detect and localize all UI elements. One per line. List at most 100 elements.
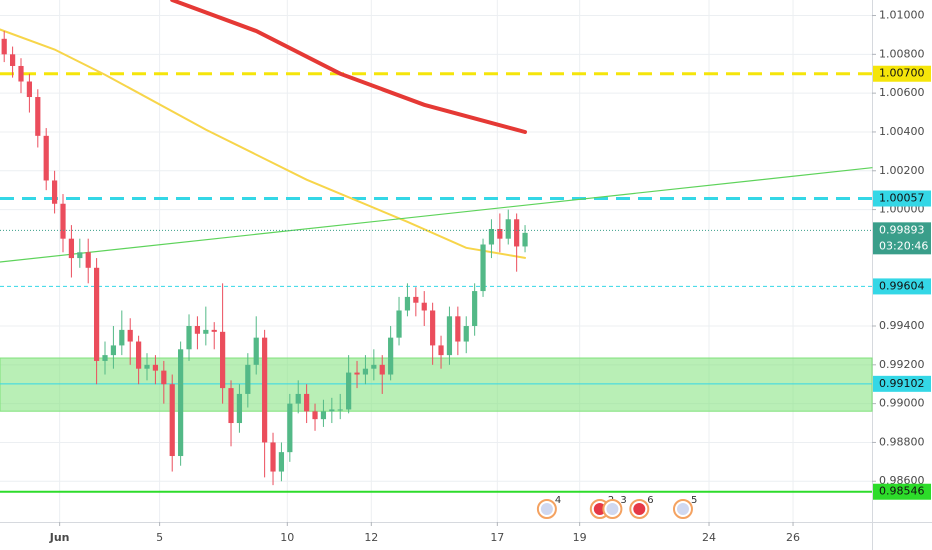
candle-body bbox=[320, 411, 327, 420]
candle-body bbox=[236, 393, 243, 424]
event-flag bbox=[606, 503, 619, 515]
candle-body bbox=[85, 252, 91, 268]
candle-body bbox=[245, 364, 251, 394]
candle-body bbox=[497, 228, 503, 239]
event-flag bbox=[676, 503, 689, 515]
candle-body bbox=[161, 370, 167, 385]
candle-body bbox=[102, 355, 108, 361]
candle-body bbox=[329, 409, 335, 412]
candle-body bbox=[194, 326, 201, 334]
candle-body bbox=[68, 238, 75, 259]
candle-body bbox=[253, 337, 259, 365]
event-count: 4 bbox=[555, 495, 561, 506]
candle-body bbox=[35, 97, 41, 136]
candle-body bbox=[379, 364, 385, 375]
candle-body bbox=[110, 345, 117, 356]
candle-body bbox=[346, 372, 352, 410]
candle-body bbox=[26, 81, 33, 98]
candle-body bbox=[396, 310, 402, 338]
candle-body bbox=[127, 329, 133, 342]
candle-body bbox=[186, 326, 192, 350]
candle-body bbox=[472, 291, 478, 327]
y-tick-label: 1.00800 bbox=[879, 47, 925, 60]
x-tick-label: 24 bbox=[702, 531, 716, 544]
countdown-label: 03:20:46 bbox=[879, 239, 928, 252]
candle-body bbox=[480, 244, 486, 292]
candle-body bbox=[52, 180, 58, 204]
event-flag bbox=[540, 503, 553, 515]
level-label-box bbox=[873, 375, 931, 392]
y-tick-label: 1.00200 bbox=[879, 164, 925, 177]
candle-body bbox=[295, 393, 301, 404]
level-label: 1.00057 bbox=[879, 192, 925, 205]
y-tick-label: 0.99200 bbox=[879, 358, 925, 371]
level-label: 0.99102 bbox=[879, 377, 925, 390]
level-label-box bbox=[873, 483, 931, 500]
candle-body bbox=[488, 228, 495, 245]
candle-body bbox=[371, 364, 377, 369]
x-tick-label: Jun bbox=[49, 531, 70, 544]
y-tick-label: 0.98800 bbox=[879, 435, 925, 448]
candle-body bbox=[388, 337, 394, 375]
candle-body bbox=[228, 388, 234, 424]
candle-body bbox=[144, 364, 150, 369]
candle-body bbox=[152, 364, 159, 371]
candle-body bbox=[169, 384, 175, 457]
x-tick-label: 17 bbox=[490, 531, 504, 544]
candle-body bbox=[43, 135, 49, 181]
candle-body bbox=[404, 296, 411, 311]
plot-area bbox=[0, 0, 873, 493]
x-tick-label: 10 bbox=[280, 531, 294, 544]
event-flag bbox=[633, 503, 646, 515]
candle-body bbox=[270, 442, 276, 472]
candle-body bbox=[337, 409, 343, 411]
candle-body bbox=[354, 372, 360, 375]
y-tick-label: 0.99000 bbox=[879, 397, 925, 410]
candle-body bbox=[421, 302, 427, 311]
candle-body bbox=[9, 54, 16, 66]
candle-body bbox=[438, 345, 444, 356]
candle-body bbox=[211, 329, 217, 332]
candle-body bbox=[362, 368, 369, 375]
candle-body bbox=[304, 393, 310, 412]
candle-body bbox=[60, 203, 66, 239]
x-tick-label: 5 bbox=[156, 531, 163, 544]
event-count: 3 bbox=[620, 495, 626, 506]
candle-body bbox=[77, 252, 83, 259]
candle-body bbox=[430, 310, 436, 346]
y-tick-label: 1.00400 bbox=[879, 125, 925, 138]
candle-body bbox=[220, 331, 226, 389]
candle-body bbox=[278, 452, 285, 472]
overlay-line bbox=[0, 28, 526, 259]
y-tick-label: 1.01000 bbox=[879, 9, 925, 22]
candle-body bbox=[514, 219, 520, 247]
level-label: 0.98546 bbox=[879, 485, 925, 498]
event-count: 5 bbox=[691, 495, 697, 506]
level-label-box bbox=[873, 278, 931, 295]
candle-body bbox=[312, 411, 318, 420]
candle-body bbox=[203, 329, 209, 334]
candle-body bbox=[119, 329, 125, 346]
candle-body bbox=[505, 219, 511, 239]
support-zone bbox=[0, 357, 873, 412]
candle-body bbox=[178, 349, 184, 457]
y-tick-label: 0.99400 bbox=[879, 319, 925, 332]
candle-body bbox=[455, 316, 461, 342]
x-tick-label: 26 bbox=[786, 531, 800, 544]
event-flag bbox=[593, 503, 606, 515]
candle-body bbox=[463, 326, 469, 342]
candle-body bbox=[413, 296, 419, 303]
candle-body bbox=[262, 337, 268, 443]
last-price-label: 0.99893 bbox=[879, 223, 925, 236]
y-tick-label: 1.00600 bbox=[879, 86, 925, 99]
candle-body bbox=[287, 403, 293, 453]
candle-body bbox=[522, 232, 528, 247]
candle-body bbox=[18, 65, 24, 82]
event-count: 6 bbox=[647, 495, 653, 506]
candle-body bbox=[136, 341, 142, 369]
candle-body bbox=[1, 38, 7, 55]
candle-body bbox=[446, 316, 453, 356]
x-tick-label: 12 bbox=[364, 531, 378, 544]
